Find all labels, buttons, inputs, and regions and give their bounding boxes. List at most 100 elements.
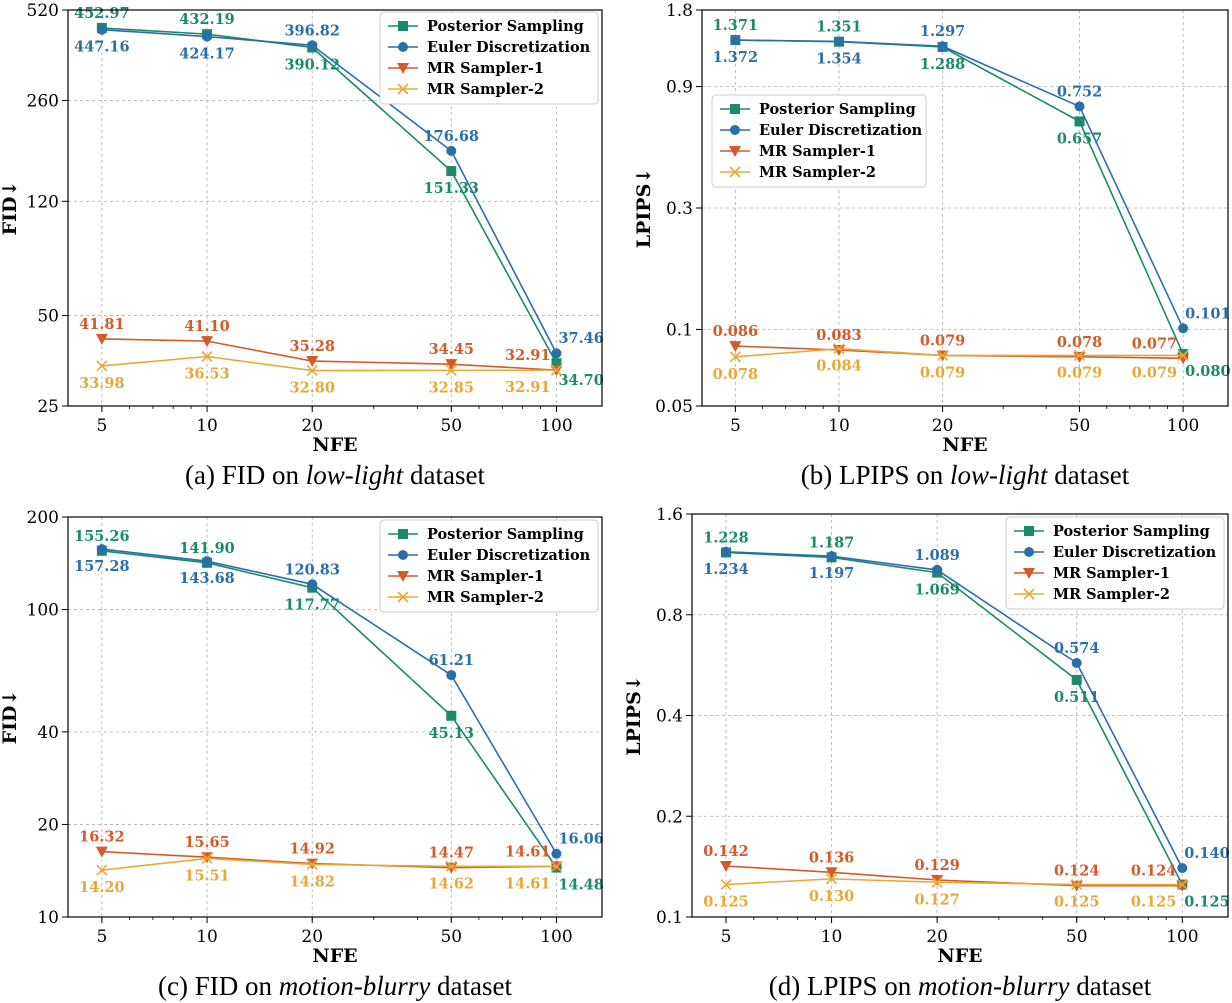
series-euler-discretization: 1.234 1.197 1.089 0.574 0.140 bbox=[703, 546, 1230, 874]
data-label: 0.077 bbox=[1132, 335, 1177, 352]
data-point bbox=[201, 350, 213, 363]
series-line bbox=[725, 878, 1183, 886]
data-point bbox=[202, 556, 213, 567]
data-point bbox=[937, 41, 948, 52]
data-point bbox=[1177, 349, 1189, 362]
legend-entry: Posterior Sampling bbox=[1053, 523, 1210, 540]
data-label: 117.77 bbox=[284, 597, 340, 614]
x-tick-label: 5 bbox=[96, 416, 107, 436]
data-point bbox=[826, 873, 838, 885]
data-point bbox=[1070, 880, 1083, 892]
data-label: 143.68 bbox=[179, 570, 235, 587]
data-label: 14.61 bbox=[505, 875, 550, 892]
y-tick-label: 0.1 bbox=[656, 908, 683, 928]
data-label: 1.089 bbox=[914, 547, 959, 564]
y-tick-label: 0.9 bbox=[666, 78, 693, 98]
x-tick-label: 100 bbox=[1167, 416, 1199, 436]
plot-frame bbox=[701, 9, 1229, 407]
legend: Posterior Sampling Euler Discretization MR… bbox=[379, 519, 599, 613]
legend-box bbox=[1005, 516, 1225, 610]
legend-entry: MR Sampler-2 bbox=[1053, 586, 1170, 603]
y-tick-label: 50 bbox=[37, 307, 59, 327]
data-point bbox=[550, 860, 563, 872]
legend-marker bbox=[397, 591, 409, 603]
y-tick-label: 200 bbox=[27, 508, 59, 528]
legend-marker bbox=[398, 550, 408, 560]
data-label: 1.288 bbox=[920, 56, 965, 73]
y-tick-label: 0.4 bbox=[656, 707, 683, 727]
data-label: 176.68 bbox=[424, 128, 480, 145]
data-label: 452.97 bbox=[74, 5, 130, 22]
y-tick-label: 100 bbox=[27, 601, 59, 621]
data-label: 0.657 bbox=[1057, 130, 1102, 147]
data-label: 14.82 bbox=[290, 873, 335, 890]
data-point bbox=[1071, 674, 1082, 685]
x-tick-label: 20 bbox=[301, 927, 323, 947]
data-label: 0.124 bbox=[1054, 863, 1099, 880]
data-label: 61.21 bbox=[429, 652, 474, 669]
data-point bbox=[719, 861, 732, 873]
data-label: 33.98 bbox=[79, 375, 124, 392]
legend-marker bbox=[729, 146, 741, 157]
data-label: 0.083 bbox=[816, 327, 861, 344]
data-point bbox=[932, 564, 943, 575]
data-label: 0.079 bbox=[920, 364, 965, 381]
data-label: 32.91 bbox=[505, 379, 550, 396]
x-tick-label: 10 bbox=[828, 416, 850, 436]
chart-panel-c: 5 10 20 50 100 10 20 40 100 200 NFE FID↓ 155.26 141.9… bbox=[0, 508, 604, 1001]
y-tick-label: 40 bbox=[37, 723, 59, 743]
data-label: 0.079 bbox=[920, 332, 965, 349]
data-label: 14.92 bbox=[290, 841, 335, 858]
series-posterior-sampling: 1.228 1.187 1.069 0.511 0.125 bbox=[703, 529, 1229, 910]
data-label: 447.16 bbox=[74, 39, 130, 56]
data-label: 0.079 bbox=[1132, 364, 1177, 381]
data-label: 0.127 bbox=[914, 891, 959, 908]
legend-entry: MR Sampler-2 bbox=[427, 81, 544, 98]
x-tick-label: 5 bbox=[730, 416, 741, 436]
legend-entry: Euler Discretization bbox=[427, 39, 591, 56]
x-axis-label: NFE bbox=[312, 945, 357, 967]
data-label: 1.187 bbox=[809, 534, 854, 551]
data-label: 1.069 bbox=[914, 582, 959, 599]
data-label: 32.80 bbox=[290, 380, 335, 397]
data-label: 15.51 bbox=[184, 867, 229, 884]
data-label: 0.078 bbox=[1057, 334, 1102, 351]
data-label: 45.13 bbox=[429, 725, 474, 742]
series-mr-sampler-1: 16.32 15.65 14.92 14.47 14.61 bbox=[79, 829, 563, 874]
data-point bbox=[96, 24, 107, 35]
data-label: 36.53 bbox=[184, 366, 229, 383]
legend: Posterior Sampling Euler Discretization MR… bbox=[379, 11, 599, 105]
data-label: 41.10 bbox=[184, 318, 229, 335]
legend-entry: Posterior Sampling bbox=[427, 18, 584, 35]
data-point bbox=[446, 670, 457, 681]
data-label: 0.125 bbox=[1184, 894, 1229, 911]
legend-entry: Posterior Sampling bbox=[759, 101, 916, 118]
data-point bbox=[1073, 349, 1086, 362]
caption: (a) FID on low-light dataset bbox=[185, 460, 485, 490]
caption: (c) FID on motion-blurry dataset bbox=[158, 971, 512, 1001]
data-label: 0.084 bbox=[816, 358, 861, 375]
data-point bbox=[201, 336, 214, 348]
legend-entry: MR Sampler-2 bbox=[427, 589, 544, 606]
legend-marker bbox=[730, 125, 740, 135]
data-label: 35.28 bbox=[290, 338, 335, 355]
legend-box bbox=[379, 519, 599, 613]
data-point bbox=[446, 166, 457, 177]
x-tick-label: 50 bbox=[440, 927, 462, 947]
data-label: 0.124 bbox=[1131, 863, 1176, 880]
data-label: 0.129 bbox=[914, 857, 959, 874]
series-mr-sampler-1: 0.142 0.136 0.129 0.124 0.124 bbox=[703, 843, 1189, 892]
legend-entry: Euler Discretization bbox=[759, 122, 923, 139]
data-point bbox=[826, 551, 837, 562]
data-label: 0.078 bbox=[713, 366, 758, 383]
data-label: 16.32 bbox=[79, 829, 124, 846]
data-point bbox=[833, 343, 845, 355]
data-point bbox=[96, 864, 108, 876]
legend-marker bbox=[730, 104, 740, 114]
y-tick-label: 0.2 bbox=[656, 807, 683, 827]
data-point bbox=[937, 349, 949, 362]
data-label: 1.297 bbox=[920, 23, 965, 40]
data-point bbox=[720, 879, 732, 891]
legend-marker bbox=[1024, 526, 1034, 536]
